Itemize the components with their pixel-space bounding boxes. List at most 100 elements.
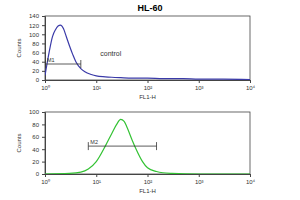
y-tick-label: 0 [36, 171, 40, 177]
x-tick: 10⁰ [41, 80, 50, 91]
y-tick: 80 [32, 122, 45, 128]
gate [88, 142, 156, 150]
x-tick-mark [96, 174, 97, 177]
plot-frame [45, 112, 250, 174]
x-tick: 10⁴ [246, 174, 256, 185]
x-tick-mark [96, 80, 97, 83]
y-tick: 0 [36, 171, 45, 177]
x-axis-line [46, 81, 251, 84]
y-tick-mark [42, 80, 45, 81]
y-tick-mark [42, 62, 45, 63]
x-tick: 10² [144, 174, 153, 185]
x-tick-label: 10² [144, 179, 153, 185]
y-tick: 140 [29, 13, 45, 19]
x-tick-mark [250, 174, 251, 177]
y-tick-label: 60 [32, 134, 39, 140]
x-tick: 10¹ [92, 174, 101, 185]
x-tick-mark [148, 80, 149, 83]
y-axis-line [42, 17, 46, 81]
x-tick: 10⁰ [41, 174, 50, 185]
y-tick-mark [42, 137, 45, 138]
y-tick-label: 60 [32, 50, 39, 56]
y-tick-label: 120 [29, 23, 40, 29]
y-tick-mark [42, 71, 45, 72]
x-axis-title: FL1-H [139, 188, 156, 194]
y-axis-line [42, 113, 46, 175]
x-tick: 10¹ [92, 80, 101, 91]
y-tick: 100 [29, 109, 45, 115]
gate-end [45, 60, 46, 68]
gate-end [80, 60, 81, 68]
y-axis: 0 20 40 60 80 100 [29, 109, 46, 177]
histogram-line [45, 119, 250, 174]
y-tick: 40 [32, 147, 45, 153]
annotation: control [100, 50, 121, 57]
y-tick-label: 80 [32, 41, 39, 47]
x-tick: 10³ [195, 80, 204, 91]
x-axis: 10⁰ 10¹ 10² 10³ 10⁴ [41, 80, 255, 91]
x-tick-mark [199, 80, 200, 83]
plot-frame [45, 16, 250, 80]
title: HL-60 [137, 3, 162, 13]
y-tick-label: 0 [36, 77, 40, 83]
gate-end [156, 142, 157, 150]
x-tick: 10² [144, 80, 153, 91]
x-tick-label: 10¹ [92, 179, 101, 185]
x-tick-label: 10³ [195, 85, 204, 91]
gate-label: M2 [90, 139, 98, 145]
y-tick: 80 [32, 41, 45, 47]
y-tick: 20 [32, 68, 45, 74]
histogram-line [45, 25, 250, 79]
y-axis: 0 20 40 60 80 100 120 140 [29, 13, 46, 83]
plot-area [45, 119, 250, 174]
y-tick-mark [42, 43, 45, 44]
y-tick: 60 [32, 134, 45, 140]
x-tick-label: 10⁰ [41, 178, 50, 185]
x-tick-label: 10³ [195, 179, 204, 185]
x-tick-label: 10² [144, 85, 153, 91]
figure: HL-60 10⁰ 10¹ 10² 10³ 10⁴ 0 20 40 60 80 100 120 140 FL… [0, 0, 300, 200]
y-tick-label: 100 [29, 32, 40, 38]
gate-end [88, 142, 89, 150]
gate-label: M1 [47, 57, 55, 63]
x-tick-mark [199, 174, 200, 177]
x-tick: 10⁴ [246, 80, 256, 91]
x-axis-title: FL1-H [139, 94, 156, 100]
panel: 10⁰ 10¹ 10² 10³ 10⁴ 0 20 40 60 80 100 FL1-H Counts M2 [16, 109, 256, 194]
y-tick-label: 80 [32, 122, 39, 128]
gate-line [88, 146, 156, 147]
y-tick-mark [42, 25, 45, 26]
y-tick-mark [42, 174, 45, 175]
y-tick: 60 [32, 50, 45, 56]
y-tick-mark [42, 34, 45, 35]
x-tick: 10³ [195, 174, 204, 185]
y-tick: 100 [29, 32, 45, 38]
y-tick-mark [42, 53, 45, 54]
y-tick-label: 140 [29, 13, 40, 19]
y-tick-label: 40 [32, 59, 39, 65]
y-tick-mark [42, 124, 45, 125]
x-tick-label: 10⁰ [41, 84, 50, 91]
y-axis-title: Counts [16, 38, 22, 57]
y-tick-label: 20 [32, 159, 39, 165]
y-tick: 0 [36, 77, 45, 83]
gate-line [45, 64, 81, 65]
x-tick-mark [148, 174, 149, 177]
panel: HL-60 10⁰ 10¹ 10² 10³ 10⁴ 0 20 40 60 80 100 120 140 FL… [16, 3, 256, 100]
x-tick-label: 10¹ [92, 85, 101, 91]
x-axis: 10⁰ 10¹ 10² 10³ 10⁴ [41, 174, 255, 185]
y-tick: 40 [32, 59, 45, 65]
y-tick: 120 [29, 23, 45, 29]
plot-area [45, 25, 250, 79]
y-tick-label: 20 [32, 68, 39, 74]
y-tick-mark [42, 149, 45, 150]
y-tick-label: 100 [29, 109, 40, 115]
y-axis-title: Counts [16, 133, 22, 152]
x-tick-mark [250, 80, 251, 83]
y-tick: 20 [32, 159, 45, 165]
x-tick-label: 10⁴ [246, 179, 256, 185]
y-tick-mark [42, 16, 45, 17]
y-tick-label: 40 [32, 147, 39, 153]
y-tick-mark [42, 112, 45, 113]
x-tick-label: 10⁴ [246, 85, 256, 91]
